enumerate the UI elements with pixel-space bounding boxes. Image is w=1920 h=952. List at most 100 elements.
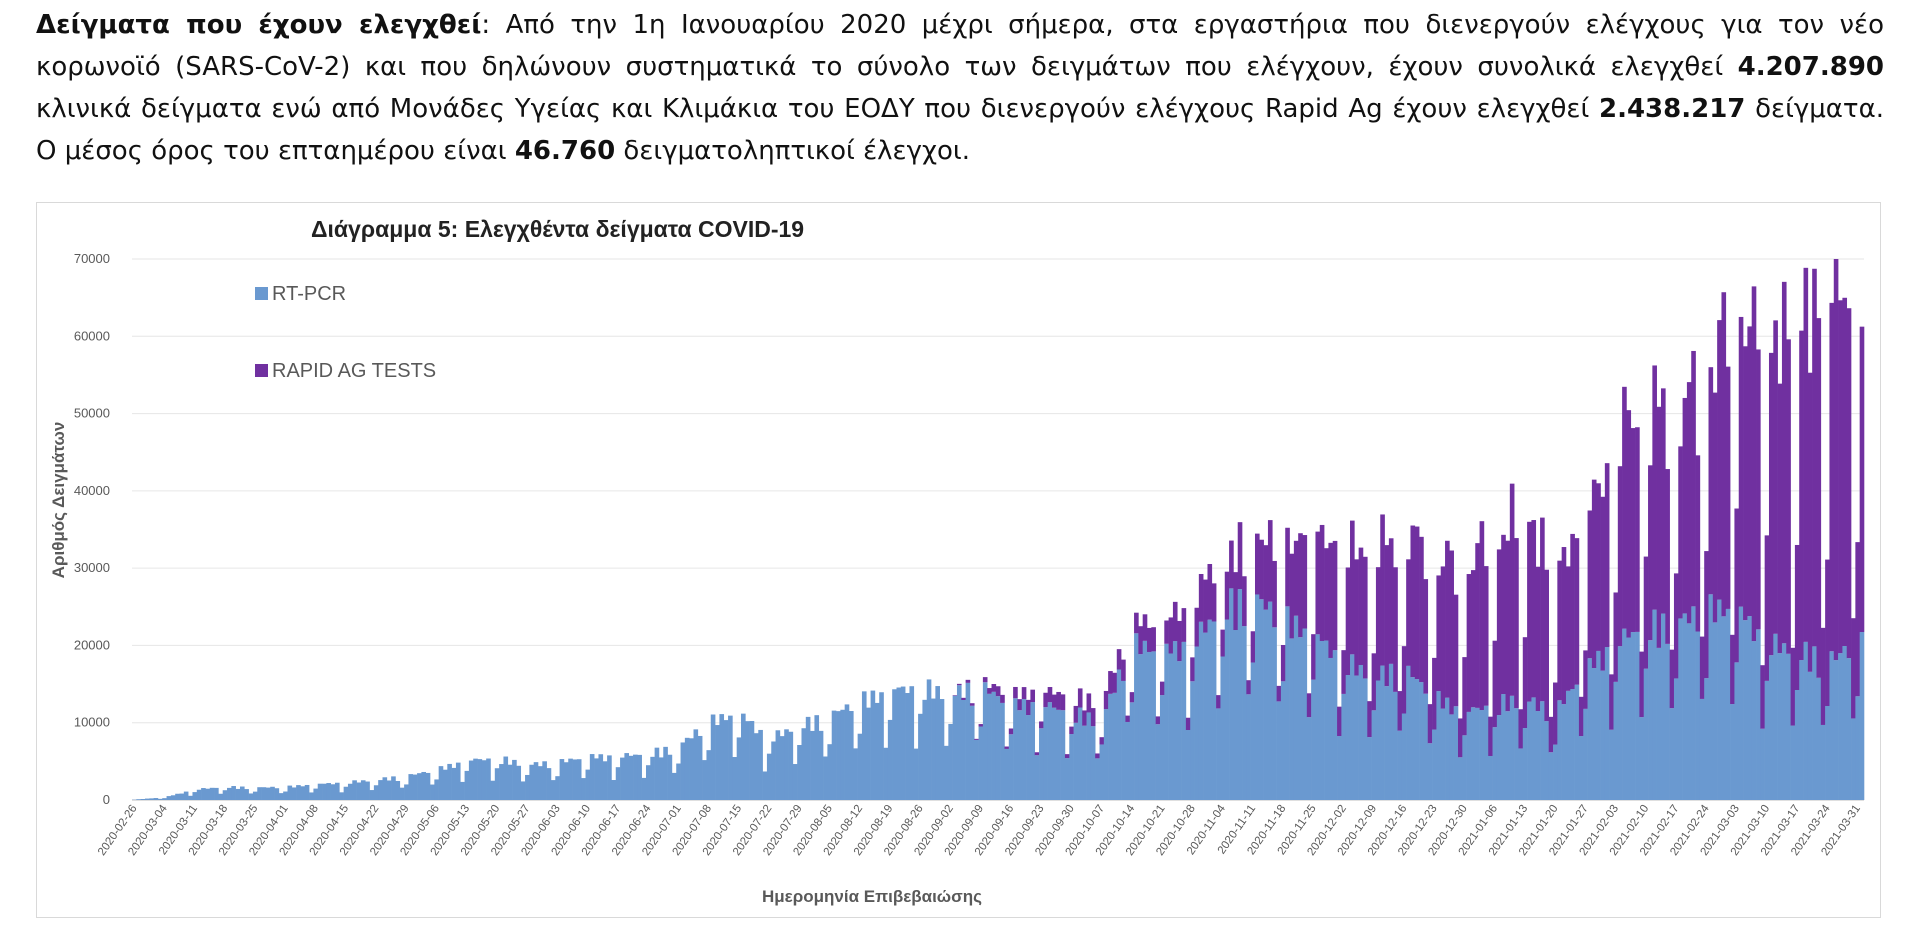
bar-rt-pcr <box>1388 663 1394 800</box>
bar-rt-pcr <box>1302 628 1308 800</box>
bar-rapid-ag <box>1384 545 1390 687</box>
bar-rapid-ag <box>1043 692 1048 708</box>
bar-rapid-ag <box>1190 657 1195 682</box>
bar-rt-pcr <box>1350 654 1355 800</box>
bar-rapid-ag <box>1764 535 1770 681</box>
bar-rapid-ag <box>1267 520 1273 602</box>
bar-rt-pcr <box>1194 646 1200 800</box>
bar-rapid-ag <box>1207 564 1213 620</box>
bar-rapid-ag <box>1565 566 1571 691</box>
bar-rt-pcr <box>516 765 522 800</box>
bar-rapid-ag <box>1665 469 1670 644</box>
bar-rt-pcr <box>581 778 586 800</box>
bar-rt-pcr <box>1466 711 1472 800</box>
bar-rt-pcr <box>568 758 573 800</box>
total-pcr-value: 4.207.890 <box>1737 52 1884 82</box>
bar-rt-pcr <box>1090 726 1096 800</box>
y-tick-label: 40000 <box>74 483 110 498</box>
bar-rt-pcr <box>1825 706 1830 800</box>
bar-rt-pcr <box>939 699 945 800</box>
bar-rt-pcr <box>900 686 906 800</box>
bar-rt-pcr <box>438 766 444 800</box>
bar-rapid-ag <box>1820 627 1826 725</box>
bar-rt-pcr <box>1177 661 1182 800</box>
bar-rapid-ag <box>1285 527 1290 607</box>
bar-rt-pcr <box>1224 619 1230 800</box>
bar-rt-pcr <box>140 799 146 800</box>
bar-rt-pcr <box>347 783 353 800</box>
bar-rt-pcr <box>732 757 737 800</box>
bar-rt-pcr <box>1077 707 1083 800</box>
bar-rt-pcr <box>1293 615 1299 800</box>
bar-rt-pcr <box>1747 616 1752 800</box>
bar-rapid-ag <box>1414 526 1420 680</box>
bar-rt-pcr <box>697 735 703 800</box>
bar-rt-pcr <box>412 774 418 800</box>
bar-rt-pcr <box>741 713 746 800</box>
bar-rt-pcr <box>1134 633 1139 800</box>
bar-rapid-ag <box>1790 647 1796 726</box>
bar-rt-pcr <box>1086 712 1092 800</box>
bar-rapid-ag <box>1034 752 1040 756</box>
bar-rt-pcr <box>827 744 833 800</box>
bar-rt-pcr <box>227 787 232 800</box>
bar-rapid-ag <box>961 697 966 700</box>
bar-rt-pcr <box>205 788 211 800</box>
legend-swatch-rapid-ag <box>255 364 268 377</box>
bar-rt-pcr <box>270 786 275 800</box>
bar-rt-pcr <box>1846 658 1852 800</box>
bar-rt-pcr <box>1453 706 1459 800</box>
bar-rt-pcr <box>1527 701 1532 800</box>
bar-rt-pcr <box>667 754 673 800</box>
bar-rt-pcr <box>1419 682 1424 800</box>
bar-rt-pcr <box>1047 702 1053 800</box>
bar-rt-pcr <box>201 788 206 800</box>
bar-rt-pcr <box>533 762 539 800</box>
bar-rapid-ag <box>1561 547 1567 705</box>
bar-rapid-ag <box>1315 531 1321 635</box>
bar-rapid-ag <box>1600 496 1606 671</box>
bar-rt-pcr <box>991 691 997 800</box>
bar-rapid-ag <box>1596 483 1601 651</box>
bar-rapid-ag <box>995 686 1001 697</box>
bar-rt-pcr <box>356 782 362 800</box>
bar-rapid-ag <box>1470 570 1476 708</box>
bar-rt-pcr <box>1591 668 1597 800</box>
bar-rapid-ag <box>1743 346 1748 621</box>
bar-rt-pcr <box>391 776 396 800</box>
bar-rapid-ag <box>1501 534 1506 695</box>
bar-rt-pcr <box>572 759 578 800</box>
bar-rt-pcr <box>1423 693 1429 800</box>
bar-rt-pcr <box>1751 641 1757 800</box>
bar-rapid-ag <box>1375 567 1381 681</box>
bar-rapid-ag <box>1462 657 1467 736</box>
bar-rt-pcr <box>1743 620 1748 800</box>
bar-rapid-ag <box>1280 645 1286 682</box>
bar-rt-pcr <box>542 761 547 800</box>
bar-rapid-ag <box>1298 533 1303 638</box>
bar-rapid-ag <box>1488 716 1493 756</box>
bar-rt-pcr <box>1462 735 1467 800</box>
bar-rapid-ag <box>1682 397 1688 614</box>
bar-rt-pcr <box>1138 654 1143 800</box>
bar-rt-pcr <box>1151 651 1156 800</box>
bar-rapid-ag <box>1531 520 1537 698</box>
bar-rt-pcr <box>512 759 517 800</box>
bar-rt-pcr <box>196 789 202 800</box>
bar-rt-pcr <box>1095 758 1100 800</box>
bar-rt-pcr <box>1021 699 1027 800</box>
bar-rapid-ag <box>1691 350 1696 607</box>
bar-rapid-ag <box>1786 339 1791 654</box>
bar-rt-pcr <box>214 787 219 800</box>
bar-rapid-ag <box>1535 566 1541 712</box>
bar-rt-pcr <box>481 760 487 800</box>
bar-rapid-ag <box>1393 567 1398 692</box>
bar-rapid-ag <box>1311 634 1316 680</box>
bar-rt-pcr <box>956 685 962 800</box>
bar-rt-pcr <box>1587 658 1593 800</box>
bar-rapid-ag <box>1026 699 1031 716</box>
bar-rt-pcr <box>1427 743 1433 800</box>
bar-rt-pcr <box>1838 653 1843 800</box>
bar-rt-pcr <box>1207 619 1213 800</box>
bar-rt-pcr <box>1475 707 1480 800</box>
